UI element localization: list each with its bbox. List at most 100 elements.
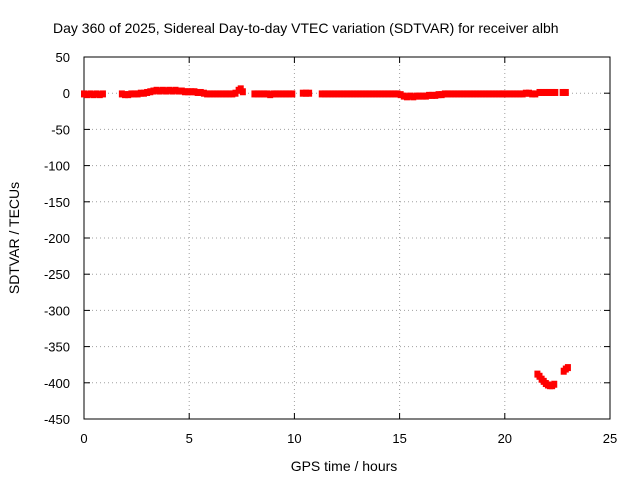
data-point — [251, 90, 258, 98]
x-tick-label: 0 — [80, 431, 87, 446]
data-point — [188, 88, 195, 96]
data-point — [522, 89, 529, 97]
x-tick-label: 25 — [603, 431, 617, 446]
axis-ticks: 0 5 10 15 20 25 50 0 -50 -100 -150 -200 -250 -300 -350… — [44, 50, 617, 446]
data-point — [306, 89, 313, 97]
data-point — [159, 86, 166, 94]
data-point — [513, 90, 520, 98]
data-point — [403, 93, 410, 101]
data-point — [510, 90, 517, 98]
data-point — [432, 91, 439, 99]
data-point — [381, 90, 388, 98]
data-point — [226, 90, 233, 98]
data-point — [219, 90, 226, 98]
data-point — [204, 90, 211, 98]
data-point — [457, 90, 464, 98]
data-point — [545, 88, 552, 96]
data-point — [347, 90, 354, 98]
data-point — [200, 89, 207, 97]
data-point — [539, 88, 546, 96]
data-point — [562, 88, 569, 96]
data-point — [210, 90, 217, 98]
data-point — [134, 90, 141, 98]
data-point — [289, 90, 296, 98]
data-point — [413, 92, 420, 100]
data-point — [337, 90, 344, 98]
data-point — [318, 90, 325, 98]
data-point — [419, 92, 426, 100]
x-tick-label: 20 — [498, 431, 512, 446]
data-point — [153, 86, 160, 94]
data-point — [260, 90, 267, 98]
data-point — [169, 87, 176, 95]
data-point — [140, 89, 147, 97]
data-point — [223, 90, 230, 98]
x-tick-label: 10 — [287, 431, 301, 446]
data-point — [448, 90, 455, 98]
grid-lines — [84, 57, 610, 419]
data-point — [460, 90, 467, 98]
data-point — [516, 90, 523, 98]
data-point — [81, 90, 87, 98]
data-point — [181, 88, 188, 96]
data-point — [375, 90, 382, 98]
data-points — [81, 85, 571, 390]
data-point — [422, 92, 429, 100]
data-point — [87, 90, 94, 98]
data-point — [128, 90, 135, 98]
data-point — [441, 90, 448, 98]
data-point — [172, 86, 179, 94]
data-point — [559, 88, 566, 96]
data-point — [84, 91, 91, 99]
data-point — [232, 89, 239, 97]
data-point — [454, 90, 461, 98]
data-point — [495, 90, 502, 98]
data-point — [194, 88, 201, 96]
y-tick-label: 50 — [56, 50, 70, 65]
data-point — [486, 90, 493, 98]
x-axis-title: GPS time / hours — [291, 458, 398, 474]
data-point — [321, 90, 328, 98]
data-point — [482, 90, 489, 98]
data-point — [426, 91, 433, 99]
data-point — [282, 90, 289, 98]
y-tick-label: -450 — [44, 412, 70, 427]
data-point — [207, 90, 214, 98]
data-point — [532, 90, 539, 98]
data-point — [197, 88, 204, 96]
data-point — [438, 91, 445, 99]
y-tick-label: -100 — [44, 159, 70, 174]
data-point — [366, 90, 373, 98]
data-point — [503, 90, 510, 98]
data-point — [276, 90, 283, 98]
data-point — [378, 90, 385, 98]
data-point — [257, 90, 264, 98]
y-tick-label: -400 — [44, 376, 70, 391]
data-point — [359, 90, 366, 98]
data-point — [122, 91, 129, 99]
data-point — [331, 90, 338, 98]
data-point — [551, 380, 558, 388]
data-point — [435, 91, 442, 99]
data-point — [340, 90, 347, 98]
data-point — [191, 88, 198, 96]
data-point — [552, 88, 559, 96]
data-point — [166, 86, 173, 94]
x-tick-label: 15 — [392, 431, 406, 446]
data-point — [410, 93, 417, 101]
data-point — [302, 89, 309, 97]
data-point — [254, 90, 261, 98]
data-point — [356, 90, 363, 98]
data-point — [286, 90, 293, 98]
data-point — [213, 90, 220, 98]
chart-title: Day 360 of 2025, Sidereal Day-to-day VTE… — [53, 20, 559, 36]
data-point — [334, 90, 341, 98]
data-point — [479, 90, 486, 98]
data-point — [492, 90, 499, 98]
data-point — [385, 90, 392, 98]
y-tick-label: 0 — [63, 86, 70, 101]
data-point — [131, 90, 138, 98]
data-point — [229, 90, 236, 98]
data-point — [525, 89, 532, 97]
data-point — [90, 91, 97, 99]
